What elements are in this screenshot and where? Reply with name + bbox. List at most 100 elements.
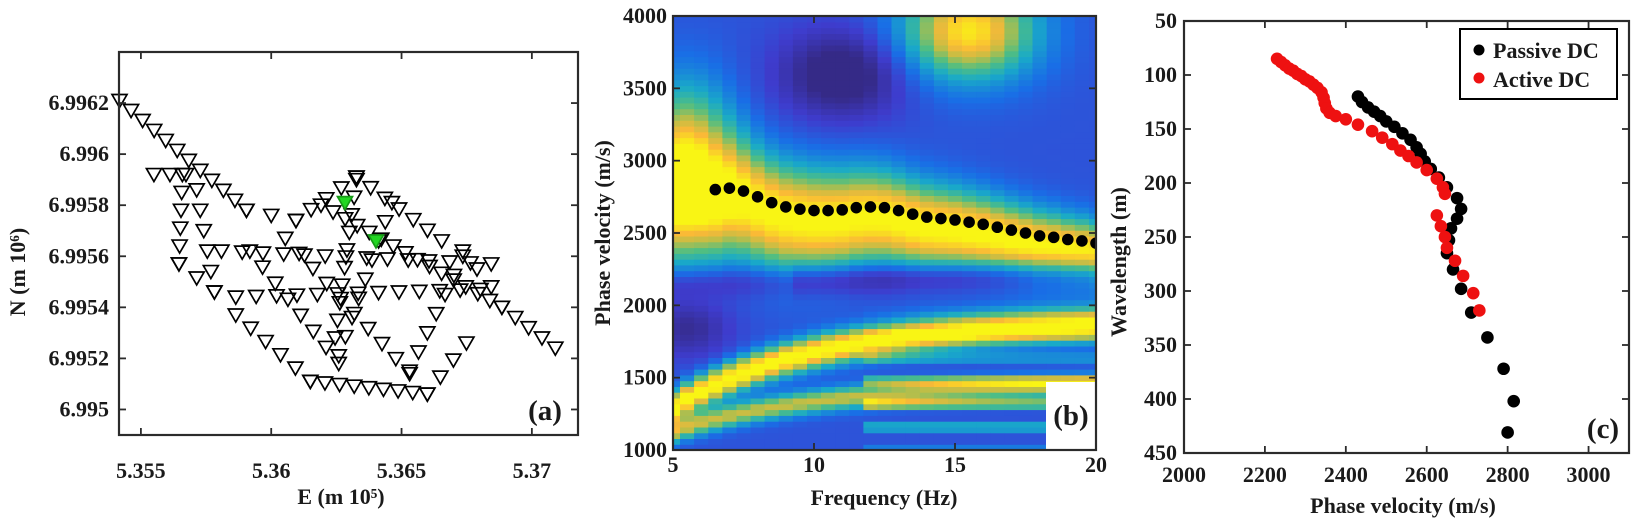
heatmap-cell (764, 421, 780, 428)
heatmap-cell (736, 21, 752, 29)
x-tick-label: 15 (944, 452, 966, 477)
heatmap-cell (1018, 131, 1034, 139)
heatmap-cell (722, 120, 738, 127)
heatmap-cell (821, 91, 836, 98)
heatmap-cell (1032, 79, 1048, 87)
heatmap-cell (849, 166, 864, 173)
heatmap-cell (821, 21, 836, 29)
heatmap-cell (976, 392, 991, 399)
heatmap-cell (694, 328, 709, 335)
heatmap-cell (680, 27, 695, 34)
heatmap-cell (807, 85, 822, 92)
heatmap-cell (863, 178, 879, 185)
active-dc-point (1420, 163, 1434, 177)
heatmap-cell (905, 288, 921, 295)
heatmap-cell (764, 270, 780, 277)
heatmap-cell (976, 21, 991, 29)
picked-point (737, 185, 750, 197)
heatmap-cell (990, 397, 1005, 405)
heatmap-cell (736, 322, 752, 330)
heatmap-cell (722, 345, 738, 353)
heatmap-cell (919, 293, 935, 301)
heatmap-cell (1060, 189, 1076, 196)
heatmap-cell (990, 149, 1005, 156)
heatmap-cell (919, 224, 935, 231)
heatmap-cell (863, 120, 879, 127)
heatmap-cell (673, 172, 681, 179)
heatmap-cell (708, 62, 723, 69)
x-tick-label: 5 (668, 452, 679, 477)
heatmap-cell (736, 195, 752, 202)
panel-b-dispersion-image: (b) 5 10 15 201000150020002500300035004000 … (590, 3, 1107, 510)
heatmap-cell (962, 189, 977, 196)
heatmap-cell (919, 207, 935, 214)
heatmap-cell (863, 154, 879, 162)
heatmap-cell (1074, 201, 1090, 208)
heatmap-cell (1060, 68, 1076, 75)
station-marker (287, 213, 305, 230)
heatmap-cell (821, 218, 836, 225)
heatmap-cell (905, 351, 921, 358)
heatmap-cell (821, 264, 836, 272)
heatmap-cell (1032, 16, 1048, 23)
heatmap-cell (1060, 282, 1076, 289)
heatmap-cell (990, 403, 1005, 411)
heatmap-cell (778, 189, 794, 196)
heatmap-cell (905, 125, 921, 133)
heatmap-cell (976, 68, 991, 75)
heatmap-cell (807, 311, 822, 318)
heatmap-cell (807, 322, 822, 330)
heatmap-cell (708, 264, 723, 272)
heatmap-cell (750, 259, 766, 266)
station-marker (194, 223, 213, 240)
heatmap-cell (905, 160, 921, 168)
heatmap-cell (807, 102, 822, 110)
heatmap-cell (835, 33, 850, 40)
heatmap-cell (1004, 125, 1020, 133)
heatmap-cell (835, 56, 850, 63)
heatmap-cell (976, 340, 991, 347)
heatmap-cell (1060, 183, 1076, 191)
station-marker (187, 183, 206, 199)
heatmap-cell (1004, 183, 1020, 191)
heatmap-cell (807, 79, 822, 87)
heatmap-cell (1060, 305, 1076, 312)
heatmap-cell (750, 253, 766, 260)
heatmap-cell (1032, 438, 1048, 445)
heatmap-cell (1032, 91, 1048, 98)
heatmap-cell (764, 172, 780, 179)
heatmap-cell (1074, 293, 1090, 301)
heatmap-cell (778, 21, 794, 29)
heatmap-cell (1018, 334, 1034, 341)
heatmap-cell (821, 102, 836, 110)
heatmap-cell (1074, 120, 1090, 127)
station-marker (356, 272, 375, 288)
heatmap-cell (807, 357, 822, 364)
heatmap-cell (694, 235, 709, 243)
heatmap-cell (863, 149, 879, 156)
heatmap-cell (1004, 56, 1020, 63)
heatmap-cell (933, 328, 949, 335)
heatmap-cell (849, 264, 864, 272)
heatmap-cell (990, 374, 1005, 382)
heatmap-cell (1018, 415, 1034, 422)
heatmap-cell (807, 218, 822, 225)
heatmap-cell (778, 421, 794, 428)
heatmap-cell (722, 374, 738, 382)
heatmap-cell (1046, 316, 1062, 324)
heatmap-cell (694, 201, 709, 208)
heatmap-cell (1032, 351, 1048, 358)
station-marker (418, 387, 437, 403)
heatmap-cell (877, 288, 893, 295)
dispersion-curve-points (1270, 52, 1521, 439)
heatmap-cell (1046, 21, 1062, 29)
heatmap-cell (990, 91, 1005, 98)
heatmap-cell (1046, 68, 1062, 75)
heatmap-cell (708, 137, 723, 144)
heatmap-cell (807, 345, 822, 353)
heatmap-cell (807, 369, 822, 376)
station-marker (432, 234, 451, 250)
heatmap-cell (722, 340, 738, 347)
heatmap-cell (1060, 357, 1076, 364)
heatmap-cell (764, 392, 780, 399)
